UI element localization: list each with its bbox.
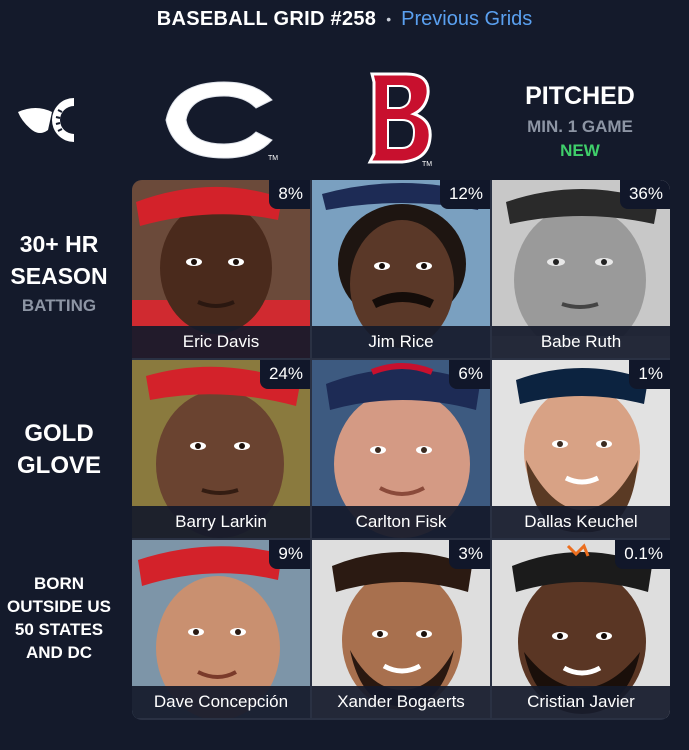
player-name: Carlton Fisk xyxy=(312,506,490,538)
player-name: Jim Rice xyxy=(312,326,490,358)
player-name: Babe Ruth xyxy=(492,326,670,358)
answer-grid: 8% Eric Davis 12% Jim Rice 36% Babe Ruth xyxy=(132,180,670,720)
row-header-30-hr[interactable]: 30+ HR SEASON BATTING xyxy=(0,228,118,316)
row-header-title: BORN OUTSIDE US 50 STATES AND DC xyxy=(7,574,111,662)
separator-dot: • xyxy=(386,11,392,27)
previous-grids-link[interactable]: Previous Grids xyxy=(401,7,533,30)
grid-cell[interactable]: 24% Barry Larkin xyxy=(132,360,310,538)
grid-cell[interactable]: 6% Carlton Fisk xyxy=(312,360,490,538)
grid-cell[interactable]: 36% Babe Ruth xyxy=(492,180,670,358)
row-header-title: GOLD GLOVE xyxy=(16,420,101,479)
player-name: Cristian Javier xyxy=(492,686,670,718)
rarity-percent: 6% xyxy=(449,360,490,389)
row-header-title: 30+ HR SEASON xyxy=(10,231,108,289)
rarity-percent: 3% xyxy=(449,540,490,569)
player-name: Barry Larkin xyxy=(132,506,310,538)
svg-text:TM: TM xyxy=(268,155,278,162)
app-logo-icon xyxy=(18,98,74,142)
grid-cell[interactable]: 8% Eric Davis xyxy=(132,180,310,358)
svg-text:TM: TM xyxy=(422,161,432,168)
column-header-subtitle: MIN. 1 GAME xyxy=(527,117,633,136)
reds-logo-icon[interactable]: TM xyxy=(160,78,284,162)
rarity-percent: 24% xyxy=(259,360,310,389)
grid-title: BASEBALL GRID #258 xyxy=(156,7,377,30)
row-header-born-outside[interactable]: BORN OUTSIDE US 50 STATES AND DC xyxy=(0,572,118,664)
player-name: Eric Davis xyxy=(132,326,310,358)
row-header-gold-glove[interactable]: GOLD GLOVE xyxy=(0,418,118,482)
rarity-percent: 36% xyxy=(619,180,670,209)
player-name: Dave Concepción xyxy=(132,686,310,718)
rarity-percent: 0.1% xyxy=(615,540,670,569)
grid-cell[interactable]: 1% Dallas Keuchel xyxy=(492,360,670,538)
rarity-percent: 8% xyxy=(269,180,310,209)
new-badge: NEW xyxy=(560,141,600,160)
row-header-subtitle: BATTING xyxy=(21,296,97,315)
player-name: Dallas Keuchel xyxy=(492,506,670,538)
rarity-percent: 1% xyxy=(629,360,670,389)
player-name: Xander Bogaerts xyxy=(312,686,490,718)
column-header-pitched[interactable]: PITCHED MIN. 1 GAME NEW xyxy=(500,82,660,161)
grid-cell[interactable]: 3% Xander Bogaerts xyxy=(312,540,490,718)
rarity-percent: 9% xyxy=(269,540,310,569)
grid-cell[interactable]: 12% Jim Rice xyxy=(312,180,490,358)
column-header-title: PITCHED xyxy=(525,82,635,110)
top-bar: BASEBALL GRID #258 • Previous Grids xyxy=(0,4,689,34)
grid-cell[interactable]: 0.1% Cristian Javier xyxy=(492,540,670,718)
grid-cell[interactable]: 9% Dave Concepción xyxy=(132,540,310,718)
rarity-percent: 12% xyxy=(439,180,490,209)
red-sox-logo-icon[interactable]: TM xyxy=(362,68,438,168)
